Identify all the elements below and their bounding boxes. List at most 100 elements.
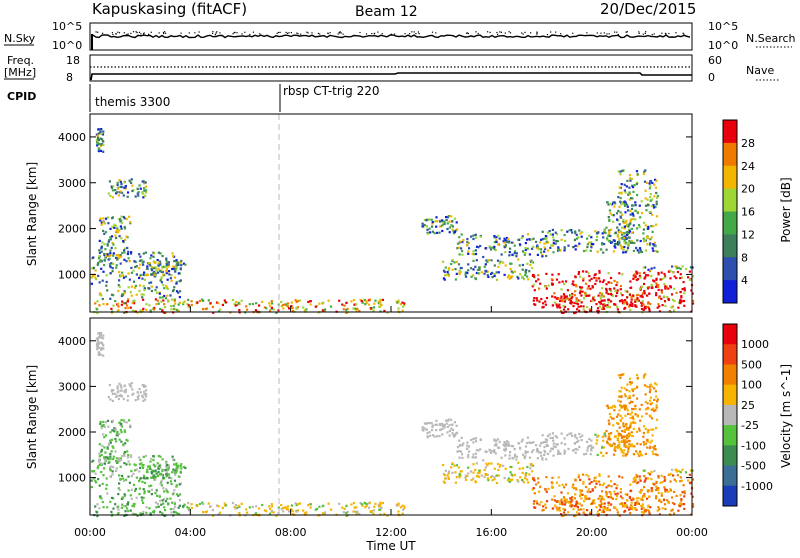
- power-cell: [180, 264, 183, 267]
- power-cell: [503, 241, 506, 244]
- velocity-cell: [467, 453, 470, 456]
- power-cell: [653, 244, 656, 247]
- velocity-cell: [590, 444, 593, 447]
- nsearch-point: [603, 32, 605, 34]
- power-cell: [470, 275, 473, 278]
- velocity-cell: [245, 508, 248, 511]
- power-cell: [657, 271, 660, 275]
- power-cell: [551, 295, 554, 298]
- power-cell: [475, 245, 479, 248]
- velocity-cell: [476, 472, 479, 475]
- velocity-cell: [609, 496, 612, 499]
- velocity-cell: [618, 441, 621, 444]
- colorbar-tick-label: -25: [741, 419, 759, 432]
- power-cell: [643, 289, 646, 293]
- velocity-cell: [649, 441, 652, 444]
- velocity-cell: [604, 435, 607, 438]
- velocity-cell: [648, 386, 651, 389]
- power-cell: [628, 177, 632, 180]
- power-cell: [467, 269, 470, 272]
- velocity-cell: [464, 476, 467, 479]
- velocity-cell: [544, 438, 547, 441]
- velocity-cell: [138, 480, 141, 483]
- power-cell: [268, 304, 272, 307]
- power-cell: [571, 282, 574, 285]
- velocity-cell: [660, 474, 663, 477]
- power-cell: [580, 235, 583, 238]
- velocity-cell: [441, 433, 444, 436]
- power-cell: [505, 236, 509, 240]
- power-cell: [623, 241, 626, 244]
- power-cell: [133, 260, 136, 263]
- power-cell: [100, 138, 104, 141]
- velocity-cell: [691, 505, 695, 508]
- velocity-cell: [649, 445, 652, 448]
- power-cell: [691, 275, 695, 278]
- velocity-cell: [601, 490, 604, 493]
- power-cell: [100, 294, 103, 297]
- velocity-cell: [159, 473, 162, 476]
- velocity-cell: [480, 474, 483, 477]
- power-cell: [352, 298, 356, 302]
- power-cell: [175, 290, 179, 293]
- power-cell: [482, 255, 485, 259]
- velocity-cell: [117, 397, 120, 401]
- power-cell: [611, 203, 614, 206]
- nsearch-point: [431, 31, 434, 33]
- velocity-cell: [620, 435, 624, 438]
- power-cell: [616, 218, 619, 221]
- power-cell: [145, 273, 148, 277]
- power-cell: [346, 307, 349, 310]
- velocity-cell: [595, 506, 598, 509]
- nsearch-point: [496, 31, 498, 34]
- velocity-cell: [655, 395, 658, 398]
- power-cell: [566, 289, 569, 292]
- velocity-cell: [122, 443, 125, 446]
- velocity-cell: [444, 469, 447, 472]
- velocity-cell: [290, 504, 293, 507]
- power-cell: [119, 254, 122, 257]
- velocity-cell: [643, 475, 646, 478]
- power-cell: [365, 301, 368, 304]
- power-cell: [600, 295, 603, 298]
- power-cell: [105, 254, 108, 258]
- velocity-cell: [545, 490, 548, 493]
- nsearch-point: [524, 31, 526, 33]
- velocity-cell: [565, 498, 568, 501]
- station-title: Kapuskasing (fitACF): [92, 0, 247, 18]
- power-cell: [532, 237, 535, 240]
- velocity-cell: [623, 387, 626, 390]
- power-cell: [441, 229, 444, 233]
- power-cell: [139, 309, 142, 312]
- velocity-cell: [629, 417, 632, 420]
- colorbar-segment: [723, 445, 737, 467]
- power-cell: [540, 251, 543, 254]
- velocity-cell: [143, 474, 146, 477]
- power-cell: [636, 299, 639, 303]
- velocity-cell: [98, 443, 101, 446]
- velocity-cell: [135, 476, 138, 479]
- power-cell: [652, 243, 655, 246]
- velocity-cell: [531, 464, 535, 467]
- velocity-cell: [657, 475, 660, 478]
- velocity-cell: [123, 493, 126, 496]
- power-cell: [447, 268, 450, 272]
- velocity-cell: [635, 386, 638, 389]
- velocity-cell: [120, 419, 123, 422]
- power-cell: [596, 309, 599, 313]
- power-cell: [638, 226, 641, 229]
- power-cell: [98, 257, 101, 260]
- velocity-cell: [626, 383, 629, 386]
- power-cell: [201, 298, 204, 301]
- power-cell: [142, 284, 145, 288]
- velocity-cell: [478, 471, 481, 474]
- power-cell: [557, 297, 560, 300]
- velocity-cell: [142, 399, 145, 402]
- power-cell: [103, 243, 106, 246]
- velocity-cell: [515, 458, 518, 461]
- velocity-cell: [466, 441, 469, 444]
- velocity-cell: [552, 442, 555, 445]
- velocity-cell: [543, 453, 546, 456]
- velocity-cell: [160, 503, 163, 506]
- velocity-cell: [126, 395, 130, 398]
